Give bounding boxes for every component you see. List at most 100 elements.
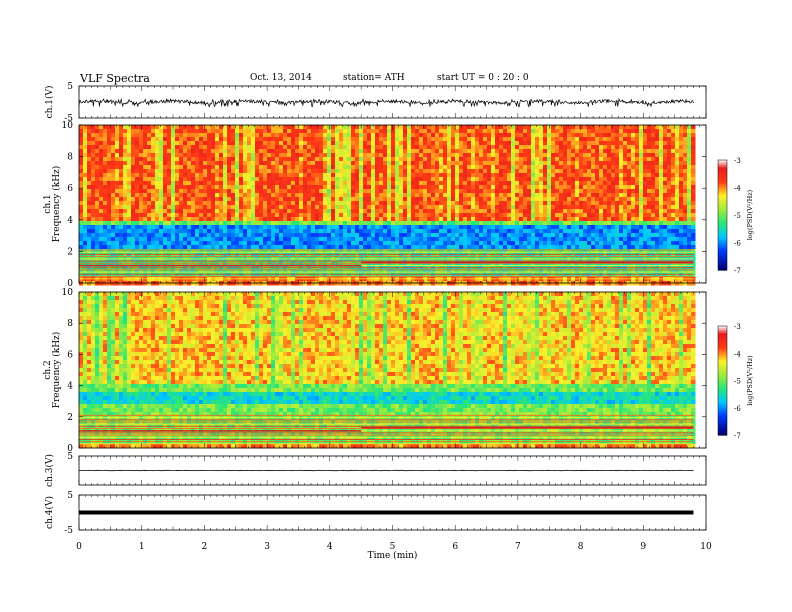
- y-tick-label: 0: [67, 279, 73, 289]
- narrowband-line: [79, 419, 694, 421]
- narrowband-line: [79, 421, 694, 423]
- colorbar-swatch: [718, 198, 727, 201]
- colorbar-swatch: [718, 160, 727, 163]
- y-axis-label: ch.1: [43, 194, 53, 213]
- colorbar-swatch: [718, 216, 727, 220]
- colorbar-swatch: [718, 404, 727, 407]
- colorbar-tick-label: -5: [734, 378, 741, 386]
- y-tick-label: 5: [67, 491, 73, 501]
- colorbar-swatch: [718, 384, 727, 387]
- colorbar-swatch: [718, 413, 727, 416]
- colorbar-swatch: [718, 416, 727, 420]
- colorbar-swatch: [718, 238, 727, 242]
- spectrogram-ch2: [79, 292, 696, 449]
- header-title: VLF Spectra: [80, 72, 150, 85]
- colorbar-swatch: [718, 378, 727, 382]
- narrowband-line: [79, 436, 694, 438]
- colorbar-swatch: [718, 433, 727, 436]
- colorbar-swatch: [718, 266, 727, 269]
- x-tick-label: 4: [327, 542, 333, 552]
- narrowband-line: [79, 267, 694, 269]
- colorbar-swatch: [718, 215, 727, 218]
- colorbar-swatch: [718, 347, 727, 351]
- colorbar-swatch: [718, 161, 727, 165]
- colorbar-swatch: [718, 375, 727, 378]
- x-tick-label: 6: [452, 542, 458, 552]
- colorbar-swatch: [718, 400, 727, 403]
- colorbar-tick-label: -3: [734, 157, 741, 165]
- colorbar-swatch: [718, 227, 727, 231]
- colorbar-swatch: [718, 355, 727, 358]
- y-tick-label: 4: [67, 216, 73, 226]
- colorbar-swatch: [718, 367, 727, 371]
- y-tick-label: 0: [67, 444, 73, 454]
- x-tick-label: 10: [700, 542, 712, 552]
- colorbar-swatch: [718, 326, 727, 329]
- colorbar-tick-label: -5: [734, 212, 741, 220]
- colorbar-swatch: [718, 249, 727, 253]
- y-axis-label: ch.4(V): [44, 496, 55, 529]
- x-tick-label: 1: [139, 542, 145, 552]
- narrowband-line: [79, 260, 694, 262]
- colorbar-swatch: [718, 415, 727, 418]
- colorbar-swatch: [718, 180, 727, 183]
- colorbar-swatch: [718, 335, 727, 338]
- colorbar-swatch: [718, 193, 727, 196]
- colorbar-swatch: [718, 402, 727, 405]
- colorbar-swatch: [718, 411, 727, 414]
- narrowband-line: [79, 428, 694, 429]
- colorbar-frame: [717, 159, 728, 271]
- narrowband-line: [79, 425, 694, 427]
- y-axis-label: ch.1(V): [44, 86, 55, 119]
- colorbar-swatch: [718, 369, 727, 373]
- y-axis-label: ch.2: [43, 360, 53, 379]
- colorbar-swatch: [718, 268, 727, 271]
- colorbar-swatch: [718, 391, 727, 394]
- narrowband-line: [79, 434, 694, 436]
- colorbar-swatch: [718, 409, 727, 412]
- colorbar-layer: -3 -4 -5 -6 -7 log(PSD(V²/Hz) -3 -4 -5 -6 -7 log(PS…: [717, 157, 754, 440]
- y-tick-label: 5: [67, 82, 73, 92]
- colorbar-swatch: [718, 422, 727, 425]
- colorbar-swatch: [718, 364, 727, 367]
- colorbar-swatch: [718, 342, 727, 345]
- header-station: station= ATH: [343, 73, 405, 83]
- x-tick-label: 9: [640, 542, 646, 552]
- colorbar-swatch: [718, 424, 727, 427]
- colorbar-swatch: [718, 429, 727, 432]
- colorbar-swatch: [718, 333, 727, 336]
- narrowband-line: [361, 426, 694, 429]
- narrowband-line: [79, 249, 694, 251]
- colorbar-swatch: [718, 262, 727, 266]
- narrowband-line: [79, 258, 694, 260]
- y-axis-label: Frequency (kHz): [51, 166, 62, 243]
- colorbar-swatch: [718, 209, 727, 212]
- y-axis-label: ch.3(V): [44, 454, 55, 487]
- colorbar-swatch: [718, 358, 727, 362]
- colorbar-label: log(PSD(V²/Hz): [746, 355, 754, 406]
- colorbar-swatch: [718, 376, 727, 380]
- colorbar-swatch: [718, 182, 727, 185]
- narrowband-line: [79, 439, 694, 440]
- colorbar-swatch: [718, 255, 727, 258]
- colorbar-swatch: [718, 213, 727, 216]
- colorbar-swatch: [718, 427, 727, 431]
- colorbar-swatch: [718, 202, 727, 205]
- colorbar-swatch: [718, 362, 727, 365]
- y-tick-label: -5: [64, 526, 73, 536]
- y-tick-label: 2: [67, 247, 73, 257]
- y-tick-label: 2: [67, 413, 73, 423]
- colorbar-swatch: [718, 235, 727, 238]
- colorbar-swatch: [718, 248, 727, 251]
- narrowband-line: [361, 261, 694, 264]
- colorbar-swatch: [718, 191, 727, 194]
- colorbar-swatch: [718, 353, 727, 356]
- colorbar-swatch: [718, 172, 727, 176]
- colorbar-swatch: [718, 194, 727, 198]
- colorbar-swatch: [718, 174, 727, 178]
- x-axis-label: Time (min): [368, 550, 418, 561]
- y-tick-label: 4: [67, 382, 73, 392]
- colorbar-swatch: [718, 224, 727, 227]
